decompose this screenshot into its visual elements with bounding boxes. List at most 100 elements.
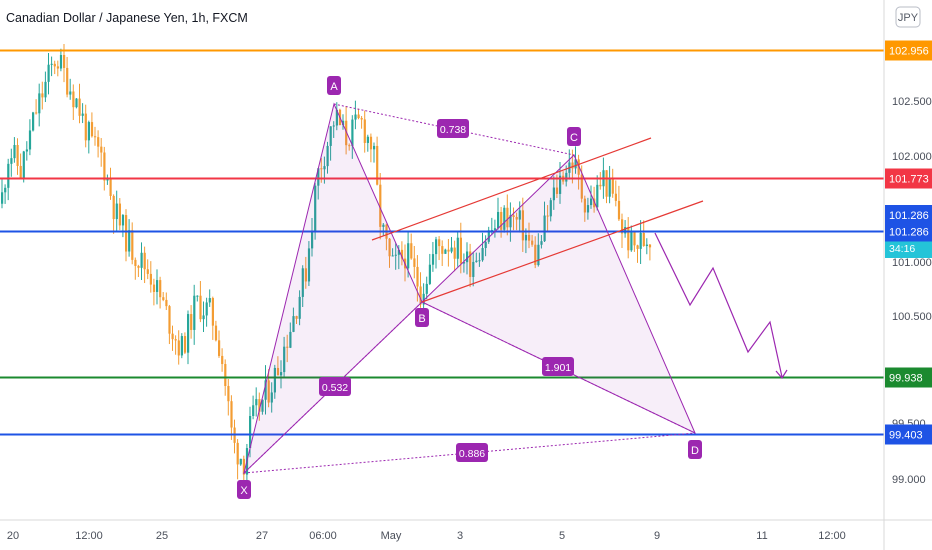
candle-body: [546, 215, 549, 217]
candle-body: [357, 114, 360, 119]
candle-body: [413, 258, 416, 267]
candle-body: [590, 198, 593, 206]
candle-body: [81, 113, 84, 116]
currency-label: JPY: [898, 12, 919, 24]
candle-body: [555, 187, 559, 194]
candle-body: [90, 122, 94, 137]
candle-body: [137, 265, 140, 268]
pattern-point-D[interactable]: [688, 440, 702, 459]
candle-body: [382, 224, 385, 227]
candle-body: [162, 297, 165, 300]
ratio-badge-text: 0.532: [322, 382, 348, 394]
level-tag-text: 99.938: [889, 373, 923, 385]
candle-body: [258, 399, 261, 412]
candle-body: [388, 238, 391, 257]
level-tag-orange: [885, 40, 932, 61]
candle-body: [391, 255, 394, 257]
candle-body: [478, 260, 481, 262]
candle-body: [438, 239, 441, 247]
channel-line[interactable]: [371, 137, 652, 241]
candle-body: [543, 215, 546, 242]
candle-body: [41, 93, 44, 98]
candle-body: [227, 385, 230, 402]
candle-body: [208, 298, 211, 303]
ratio-badge[interactable]: [319, 377, 351, 396]
candle-body: [311, 230, 314, 249]
projection-polyline[interactable]: [654, 232, 783, 378]
time-tick: 12:00: [818, 530, 846, 542]
candle-body: [168, 306, 171, 334]
candle-body: [512, 215, 515, 217]
level-tag-text: 101.286: [889, 227, 929, 239]
candle-body: [354, 114, 357, 120]
candle-body: [450, 247, 453, 252]
price-tick: 102.000: [892, 151, 932, 163]
candle-body: [515, 216, 518, 220]
candle-body: [283, 346, 286, 373]
pattern-triangle-xab: [243, 102, 423, 475]
candle-body: [493, 228, 497, 231]
candle-body: [441, 246, 444, 254]
candle-body: [292, 316, 295, 332]
candle-body: [376, 145, 379, 185]
candle-body: [630, 231, 633, 251]
candle-body: [559, 175, 562, 194]
candle-body: [53, 63, 56, 67]
time-tick: 12:00: [75, 530, 103, 542]
candle-body: [298, 296, 301, 319]
candle-body: [177, 340, 180, 356]
candle-body: [146, 269, 149, 274]
candle-body: [466, 251, 469, 263]
ratio-badge-text: 0.886: [459, 448, 485, 460]
currency-badge[interactable]: [895, 6, 921, 28]
ratio-badge[interactable]: [456, 443, 488, 462]
level-tag-blue-lower: [885, 424, 932, 445]
level-tag-green: [885, 367, 932, 388]
candle-body: [373, 145, 376, 150]
channel-line[interactable]: [421, 200, 704, 303]
candle-body: [125, 215, 128, 252]
candle-body: [326, 145, 329, 167]
candle-body: [156, 280, 159, 292]
pattern-point-X[interactable]: [237, 480, 251, 499]
candle-body: [593, 198, 596, 208]
candle-body: [379, 184, 382, 227]
candle-body: [503, 207, 506, 230]
candle-body: [608, 178, 611, 197]
candle-body: [4, 187, 7, 193]
ratio-badge[interactable]: [542, 357, 574, 376]
pattern-point-A[interactable]: [327, 76, 341, 95]
pattern-point-C[interactable]: [567, 127, 581, 146]
candle-body: [621, 219, 624, 234]
time-tick: 5: [559, 530, 565, 542]
candle-body: [447, 249, 450, 252]
candle-body: [425, 283, 428, 294]
candle-body: [335, 109, 338, 126]
candle-body: [428, 264, 431, 284]
candle-body: [636, 245, 639, 249]
candle-body: [286, 346, 289, 348]
ratio-badge-text: 1.901: [545, 362, 571, 374]
candle-body: [332, 125, 335, 127]
harmonic-pattern: X A B C D 0.738 0.532 1.901 0.886: [237, 76, 702, 499]
candle-body: [481, 248, 484, 261]
candle-body: [456, 237, 459, 259]
ratio-badge[interactable]: [437, 119, 469, 138]
candle-body: [264, 380, 267, 400]
pattern-point-B[interactable]: [415, 308, 429, 327]
horizontal-levels: [0, 49, 884, 436]
candle-body: [28, 130, 32, 150]
candle-body: [121, 215, 125, 226]
candle-body: [35, 112, 38, 114]
candle-body: [106, 178, 109, 181]
time-tick-labels[interactable]: 20 12:00 25 27 06:00 May 3 5 9 11 12:00: [7, 530, 846, 542]
price-channel: [371, 137, 704, 303]
projection-path: [654, 232, 788, 380]
candle-body: [397, 249, 400, 255]
price-tick: 101.000: [892, 257, 932, 269]
candle-body: [128, 230, 131, 252]
candle-body: [10, 158, 13, 164]
candle-body: [369, 136, 373, 150]
candle-body: [540, 241, 543, 245]
